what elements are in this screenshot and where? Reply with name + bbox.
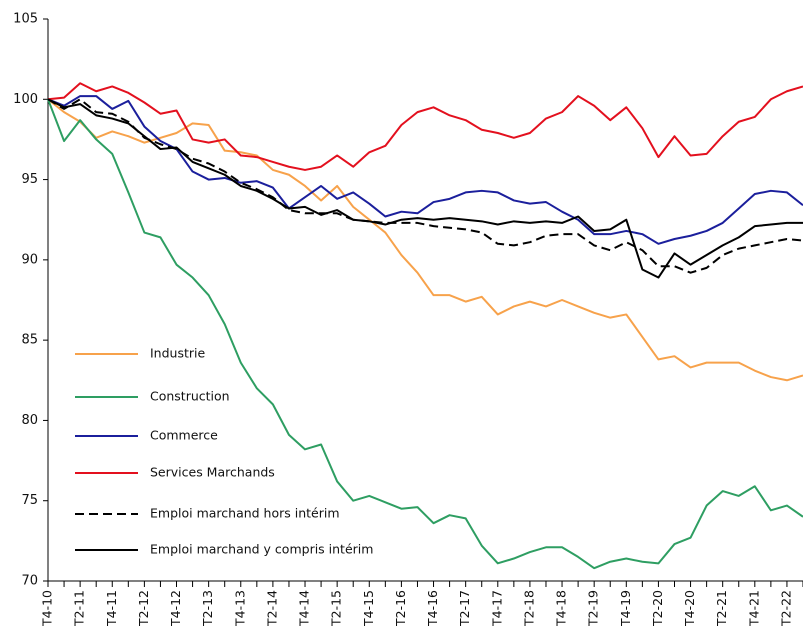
x-tick-label: T2-19 [586, 590, 601, 627]
x-tick-label: T2-18 [521, 590, 536, 627]
x-tick-label: T4-11 [104, 590, 119, 627]
x-tick-label: T4-12 [168, 590, 183, 627]
x-tick-label: T4-20 [682, 590, 697, 627]
x-tick-label: T2-11 [72, 590, 87, 627]
series-line [47, 98, 803, 274]
series-line [47, 82, 803, 171]
x-tick-label: T2-22 [778, 590, 793, 627]
series-line [47, 98, 803, 382]
y-tick-label: 90 [21, 252, 38, 267]
series-line [47, 98, 803, 279]
y-tick-label: 100 [13, 92, 38, 107]
x-tick-label: T4-16 [425, 590, 440, 627]
x-tick-label: T2-12 [136, 590, 151, 627]
x-tick-label: T2-14 [264, 590, 279, 627]
legend-label: Industrie [150, 346, 205, 361]
x-tick-label: T2-21 [714, 590, 729, 627]
y-tick-label: 70 [21, 574, 38, 589]
series-line [47, 95, 803, 245]
series-line [47, 98, 803, 570]
x-tick-label: T4-18 [554, 590, 569, 627]
x-tick-label: T2-13 [200, 590, 215, 627]
legend-label: Commerce [150, 428, 218, 443]
legend-label: Emploi marchand y compris intérim [150, 542, 373, 557]
y-tick-label: 75 [21, 493, 38, 508]
x-tick-label: T4-13 [232, 590, 247, 627]
x-tick-label: T4-19 [618, 590, 633, 627]
y-tick-label: 95 [21, 172, 38, 187]
x-tick-label: T4-17 [489, 590, 504, 627]
x-tick-label: T4-15 [361, 590, 376, 627]
x-tick-label: T4-10 [40, 590, 55, 627]
y-tick-label: 80 [21, 413, 38, 428]
x-tick-label: T2-17 [457, 590, 472, 627]
x-tick-label: T2-16 [393, 590, 408, 627]
legend-label: Emploi marchand hors intérim [150, 506, 340, 521]
legend-label: Services Marchands [150, 465, 275, 480]
x-tick-label: T2-15 [329, 590, 344, 627]
y-tick-label: 85 [21, 333, 38, 348]
x-tick-label: T4-21 [746, 590, 761, 627]
y-tick-label: 105 [13, 12, 38, 27]
legend-label: Construction [150, 389, 230, 404]
x-tick-label: T4-14 [297, 590, 312, 627]
x-tick-label: T2-20 [650, 590, 665, 627]
